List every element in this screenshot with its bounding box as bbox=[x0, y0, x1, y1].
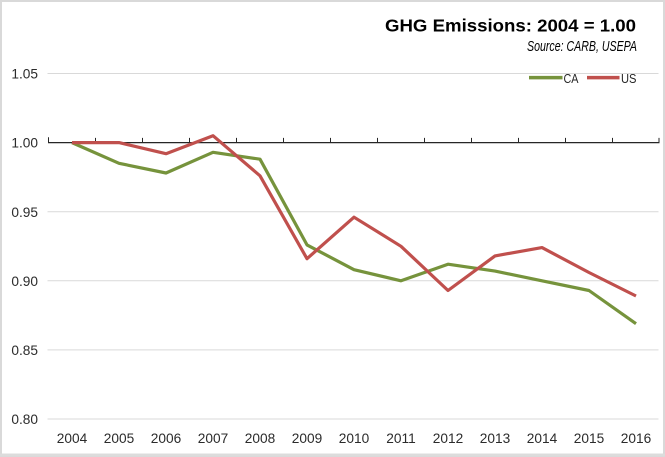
svg-text:2015: 2015 bbox=[574, 431, 605, 446]
svg-text:GHG Emissions: 2004 = 1.00: GHG Emissions: 2004 = 1.00 bbox=[385, 16, 636, 36]
svg-text:1.05: 1.05 bbox=[11, 67, 38, 82]
svg-text:2010: 2010 bbox=[339, 431, 370, 446]
svg-text:2013: 2013 bbox=[480, 431, 511, 446]
svg-text:2011: 2011 bbox=[386, 431, 415, 446]
svg-text:0.95: 0.95 bbox=[11, 205, 38, 220]
svg-text:0.90: 0.90 bbox=[11, 274, 38, 289]
svg-text:1.00: 1.00 bbox=[11, 136, 38, 151]
svg-text:2007: 2007 bbox=[198, 431, 228, 446]
svg-text:2008: 2008 bbox=[245, 431, 276, 446]
svg-text:2006: 2006 bbox=[151, 431, 182, 446]
svg-text:2016: 2016 bbox=[621, 431, 652, 446]
svg-text:0.80: 0.80 bbox=[11, 412, 38, 427]
svg-text:Source: CARB, USEPA: Source: CARB, USEPA bbox=[527, 39, 637, 55]
svg-text:2004: 2004 bbox=[57, 431, 88, 446]
svg-text:2014: 2014 bbox=[527, 431, 558, 446]
svg-text:2005: 2005 bbox=[104, 431, 135, 446]
svg-text:US: US bbox=[621, 71, 637, 86]
svg-text:CA: CA bbox=[564, 71, 579, 86]
svg-text:2009: 2009 bbox=[292, 431, 322, 446]
svg-text:2012: 2012 bbox=[433, 431, 463, 446]
svg-text:0.85: 0.85 bbox=[11, 343, 38, 358]
